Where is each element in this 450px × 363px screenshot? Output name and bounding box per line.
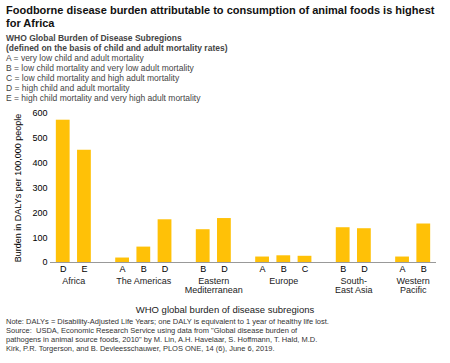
svg-text:D: D [162, 264, 169, 274]
svg-text:C: C [302, 264, 309, 274]
svg-text:D: D [361, 264, 368, 274]
svg-text:200: 200 [32, 208, 47, 218]
svg-text:B: B [281, 264, 287, 274]
svg-text:A: A [260, 264, 266, 274]
html-text:D = high child and adult morta: D = high child and adult mortality [6, 83, 130, 93]
html-text:Note: DALYs = Disability-Adjus: Note: DALYs = Disability-Adjusted Life Y… [6, 317, 329, 326]
html-text:WHO global burden of disease s: WHO global burden of disease subregions [135, 304, 315, 315]
svg-text:E: E [81, 264, 87, 274]
html-text:pathogens in animal source foo: pathogens in animal source foods, 2010" … [6, 335, 318, 344]
html-text:(defined on the basis of child: (defined on the basis of child and adult… [6, 43, 228, 53]
html-text:C = low child mortality and hi: C = low child mortality and high adult m… [6, 73, 180, 83]
svg-text:400: 400 [32, 158, 47, 168]
svg-text:600: 600 [32, 108, 47, 118]
svg-text:The Americas: The Americas [116, 276, 172, 286]
svg-text:D: D [60, 264, 67, 274]
html-text:A = very low child and adult m: A = very low child and adult mortality [6, 53, 144, 63]
svg-text:0: 0 [42, 257, 47, 267]
svg-text:EasternMediterranean: EasternMediterranean [185, 276, 243, 295]
svg-text:D: D [221, 264, 228, 274]
svg-text:B: B [340, 264, 346, 274]
svg-text:B: B [141, 264, 147, 274]
svg-text:Burden in DALYs per 100,000 pe: Burden in DALYs per 100,000 people [13, 114, 23, 262]
svg-text:100: 100 [32, 233, 47, 243]
html-text:Foodborne disease burden attri: Foodborne disease burden attributable to… [6, 4, 435, 29]
html-text:B = low child mortality and ve: B = low child mortality and very low adu… [6, 63, 194, 73]
svg-text:WesternPacific: WesternPacific [396, 276, 429, 295]
svg-text:B: B [421, 264, 427, 274]
svg-text:Europe: Europe [269, 276, 298, 286]
html-text:Source: USDA, Economic Researc: Source: USDA, Economic Research Service … [6, 326, 298, 335]
svg-text:A: A [120, 264, 126, 274]
svg-text:300: 300 [32, 183, 47, 193]
svg-text:B: B [200, 264, 206, 274]
svg-text:Africa: Africa [62, 276, 85, 286]
svg-text:South-East Asia: South-East Asia [335, 276, 373, 295]
html-text:Kirk, P.R. Torgerson, and B. D: Kirk, P.R. Torgerson, and B. Devleesscha… [6, 344, 275, 353]
html-text:E = high child mortality and v: E = high child mortality and very high a… [6, 93, 201, 103]
svg-text:500: 500 [32, 133, 47, 143]
html-text:WHO Global Burden of Disease S: WHO Global Burden of Disease Subregions [6, 33, 182, 43]
svg-text:A: A [400, 264, 406, 274]
